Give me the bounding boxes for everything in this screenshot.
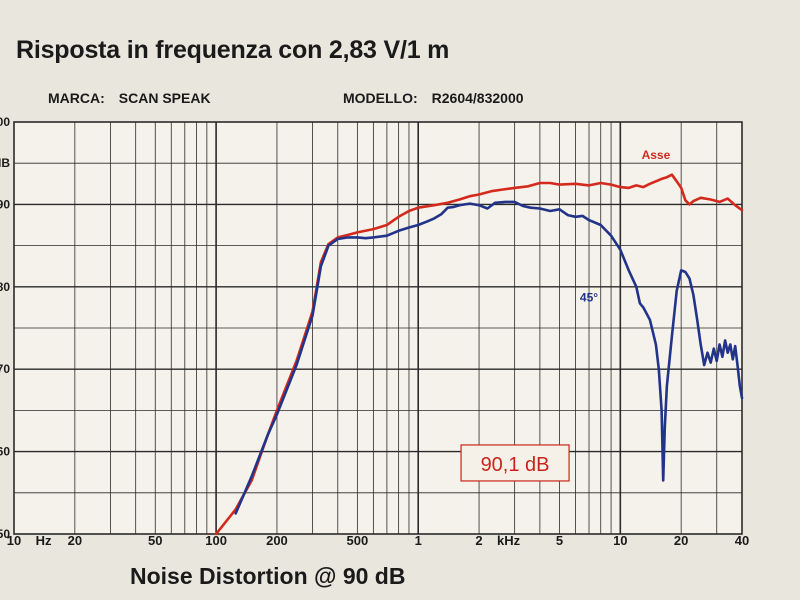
x-tick-label: 40 (735, 533, 749, 548)
chart-grid (13, 121, 743, 535)
brand-label: MARCA: (48, 90, 105, 106)
x-tick-label: 5 (556, 533, 563, 548)
chart-labels: Asse 45° 90,1 dB 10 Hz 20 50 100 200 500 1 2 kHz 5 10 2… (0, 115, 749, 548)
x-tick-label: 200 (266, 533, 288, 548)
x-tick-label: 20 (674, 533, 688, 548)
model-label: MODELLO: (343, 90, 418, 106)
model-row: MODELLO: R2604/832000 (343, 90, 538, 106)
y-tick-label: 60 (0, 445, 10, 459)
x-tick-label: 20 (68, 533, 82, 548)
y-tick-label: 90 (0, 197, 10, 211)
x-tick-label: 50 (148, 533, 162, 548)
y-tick-label: IB (0, 156, 10, 170)
series-line-45deg (234, 200, 744, 515)
y-tick-label: 50 (0, 527, 10, 541)
x-tick-label: 500 (347, 533, 369, 548)
y-tick-label: 80 (0, 280, 10, 294)
x-tick-label: 10 (613, 533, 627, 548)
level-annotation-box (460, 444, 570, 482)
x-tick-label: 2 (475, 533, 482, 548)
frequency-response-chart: Asse 45° 90,1 dB 10 Hz 20 50 100 200 500 1 2 kHz 5 10 2… (0, 115, 749, 548)
chart-series (214, 173, 744, 536)
page-title: Risposta in frequenza con 2,83 V/1 m (16, 36, 450, 64)
series-label-45deg: 45° (580, 291, 598, 305)
x-tick-label: Hz (36, 533, 52, 548)
x-tick-label: kHz (497, 533, 521, 548)
level-annotation-text: 90,1 dB (481, 454, 550, 476)
series-label-asse: Asse (642, 148, 671, 162)
x-tick-label: 1 (415, 533, 422, 548)
y-tick-label: 70 (0, 362, 10, 376)
y-tick-label: 00 (0, 115, 10, 129)
model-value: R2604/832000 (431, 90, 524, 106)
x-tick-label: 100 (205, 533, 227, 548)
section-heading-noise-distortion: Noise Distortion @ 90 dB (130, 563, 406, 589)
brand-value: SCAN SPEAK (118, 90, 211, 106)
x-tick-label: 10 (7, 533, 21, 548)
series-line-asse (214, 173, 744, 536)
brand-row: MARCA: SCAN SPEAK (48, 90, 225, 106)
